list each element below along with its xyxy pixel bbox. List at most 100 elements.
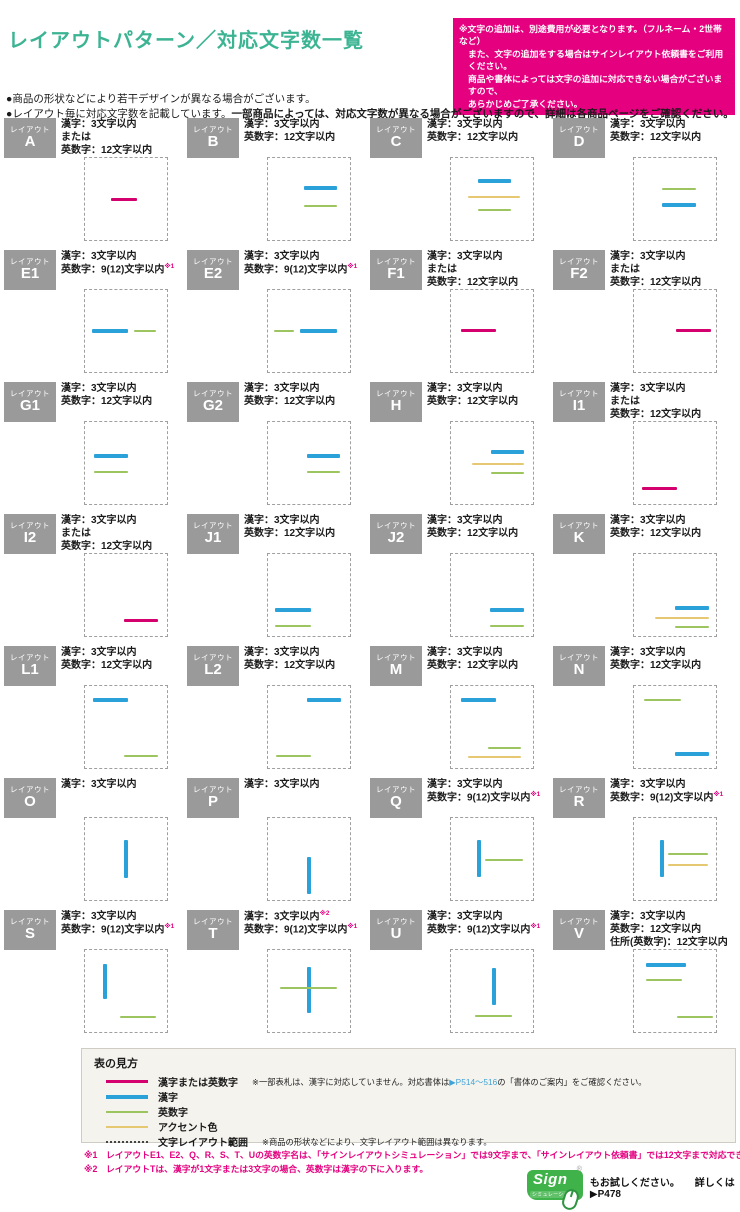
spec-line: 英数字：9(12)文字以内※1 xyxy=(244,263,358,276)
pattern-line-magenta xyxy=(642,486,677,490)
pattern-line-magenta xyxy=(460,328,497,332)
layout-tag-F2: レイアウト F2 xyxy=(553,250,605,290)
layout-tag-A: レイアウト A xyxy=(4,118,56,158)
legend-row: 文字レイアウト範囲 ※商品の形状などにより、文字レイアウト範囲は異なります。 xyxy=(94,1134,725,1149)
layout-cell-O: レイアウト O 漢字：3文字以内 xyxy=(4,778,187,910)
layout-specs: 漢字：3文字以内 英数字：12文字以内 xyxy=(427,382,518,408)
layout-tag-prefix: レイアウト xyxy=(10,125,50,135)
spec-line: 漢字：3文字以内 xyxy=(61,647,137,658)
legend-label: 漢字 xyxy=(158,1093,178,1104)
pattern-line-accent xyxy=(654,616,710,619)
pattern-line-green xyxy=(134,330,157,332)
layout-cell-F1: レイアウト F1 漢字：3文字以内 または 英数字：12文字以内 xyxy=(370,250,553,382)
layout-cell-B: レイアウト B 漢字：3文字以内 英数字：12文字以内 xyxy=(187,118,370,250)
layout-cell-A: レイアウト A 漢字：3文字以内 または 英数字：12文字以内 xyxy=(4,118,187,250)
layout-tag-id: I1 xyxy=(572,397,586,415)
layout-specs: 漢字：3文字以内 xyxy=(61,778,137,791)
pattern-box xyxy=(267,421,351,505)
layout-tag-id: J2 xyxy=(387,529,405,547)
pattern-line-magenta xyxy=(675,328,712,332)
pattern-line-green xyxy=(485,858,524,861)
layout-tag-id: L2 xyxy=(204,661,222,679)
pattern-line-green xyxy=(94,471,128,474)
pattern-line-magenta xyxy=(111,197,138,201)
bullet-text: ●レイアウト毎に対応文字数を記載しています。 xyxy=(6,108,232,121)
layout-tag-L1: レイアウト L1 xyxy=(4,646,56,686)
layout-tag-O: レイアウト O xyxy=(4,778,56,818)
layout-tag-prefix: レイアウト xyxy=(10,785,50,795)
layout-tag-prefix: レイアウト xyxy=(376,785,416,795)
layout-cell-C: レイアウト C 漢字：3文字以内 英数字：12文字以内 xyxy=(370,118,553,250)
layout-tag-L2: レイアウト L2 xyxy=(187,646,239,686)
spec-line: 漢字：3文字以内 xyxy=(427,383,503,394)
pattern-line-blue xyxy=(274,607,311,612)
footer-try-text: もお試しください。 xyxy=(589,1178,680,1189)
pattern-box xyxy=(84,421,168,505)
pattern-line-green xyxy=(491,471,524,474)
layout-tag-prefix: レイアウト xyxy=(559,917,599,927)
spec-line: 英数字：12文字以内 xyxy=(61,396,153,407)
footnote-ref: ※1 xyxy=(530,923,541,930)
pattern-line-green xyxy=(668,853,708,856)
pattern-box xyxy=(84,949,168,1033)
legend-row: 漢字 xyxy=(94,1089,725,1104)
pattern-box xyxy=(450,553,534,637)
spec-line: 英数字：9(12)文字以内※1 xyxy=(610,791,724,804)
spec-line: 漢字：3文字以内 xyxy=(244,515,320,526)
spec-line: 漢字：3文字以内 xyxy=(244,647,320,658)
spec-line: 住所(英数字)：12文字以内 xyxy=(610,937,728,948)
pattern-line-green xyxy=(304,205,337,208)
layout-tag-id: R xyxy=(573,793,585,811)
pattern-line-blue xyxy=(491,449,524,454)
pattern-line-blue xyxy=(646,962,687,967)
layout-tag-id: U xyxy=(390,925,402,943)
legend-note: ※一部表札は、漢字に対応していません。対応書体は▶P514〜516の「書体のご案… xyxy=(252,1076,647,1088)
layout-specs: 漢字：3文字以内 または 英数字：12文字以内 xyxy=(427,250,518,289)
footnote-ref: ※1 xyxy=(347,923,358,931)
spec-line: 英数字：12文字以内 xyxy=(427,528,519,539)
footnote-mark: ※2 xyxy=(84,1163,98,1174)
pattern-line-green xyxy=(276,754,311,757)
pattern-line-blue xyxy=(102,963,107,1000)
spec-line: 漢字：3文字以内 xyxy=(61,383,137,394)
layout-tag-prefix: レイアウト xyxy=(193,785,233,795)
layout-tag-R: レイアウト R xyxy=(553,778,605,818)
layout-specs: 漢字：3文字以内 英数字：12文字以内 xyxy=(610,514,701,540)
spec-line: 漢字：3文字以内 xyxy=(427,251,503,262)
layout-tag-prefix: レイアウト xyxy=(193,653,233,663)
logo-main-text: Sign xyxy=(533,1171,568,1188)
footer: Sign シミュレーション ® もお試しください。 詳しくは▶P478 xyxy=(527,1166,740,1212)
layout-tag-prefix: レイアウト xyxy=(10,521,50,531)
spec-line: 英数字：12文字以内 xyxy=(61,541,153,552)
layout-tag-id: E1 xyxy=(20,265,40,283)
pattern-line-blue xyxy=(307,856,311,895)
pattern-line-accent xyxy=(668,863,708,866)
layout-cell-L2: レイアウト L2 漢字：3文字以内 英数字：12文字以内 xyxy=(187,646,370,778)
layout-tag-G2: レイアウト G2 xyxy=(187,382,239,422)
layout-cell-E2: レイアウト E2 漢字：3文字以内 英数字：9(12)文字以内※1 xyxy=(187,250,370,382)
layout-tag-id: J1 xyxy=(204,529,222,547)
layout-tag-N: レイアウト N xyxy=(553,646,605,686)
layout-cell-D: レイアウト D 漢字：3文字以内 英数字：12文字以内 xyxy=(553,118,736,250)
layout-tag-id: F1 xyxy=(387,265,405,283)
layout-tag-prefix: レイアウト xyxy=(559,257,599,267)
pattern-box xyxy=(450,421,534,505)
pattern-box xyxy=(267,685,351,769)
layout-specs: 漢字：3文字以内 または 英数字：12文字以内 xyxy=(610,382,701,421)
layout-tag-id: T xyxy=(208,925,218,943)
pattern-box xyxy=(84,685,168,769)
pattern-line-green xyxy=(489,625,524,628)
layout-tag-id: L1 xyxy=(21,661,39,679)
pattern-line-green xyxy=(306,471,341,474)
layout-cell-N: レイアウト N 漢字：3文字以内 英数字：12文字以内 xyxy=(553,646,736,778)
layout-cell-R: レイアウト R 漢字：3文字以内 英数字：9(12)文字以内※1 xyxy=(553,778,736,910)
layout-specs: 漢字：3文字以内 英数字：12文字以内 xyxy=(427,646,518,672)
layout-tag-id: K xyxy=(573,529,585,547)
registered-mark: ® xyxy=(576,1166,582,1173)
legend-label: 文字レイアウト範囲 xyxy=(158,1138,248,1149)
pattern-box xyxy=(450,949,534,1033)
pattern-line-blue xyxy=(92,329,128,333)
pattern-line-green xyxy=(274,625,311,628)
layout-tag-prefix: レイアウト xyxy=(193,125,233,135)
